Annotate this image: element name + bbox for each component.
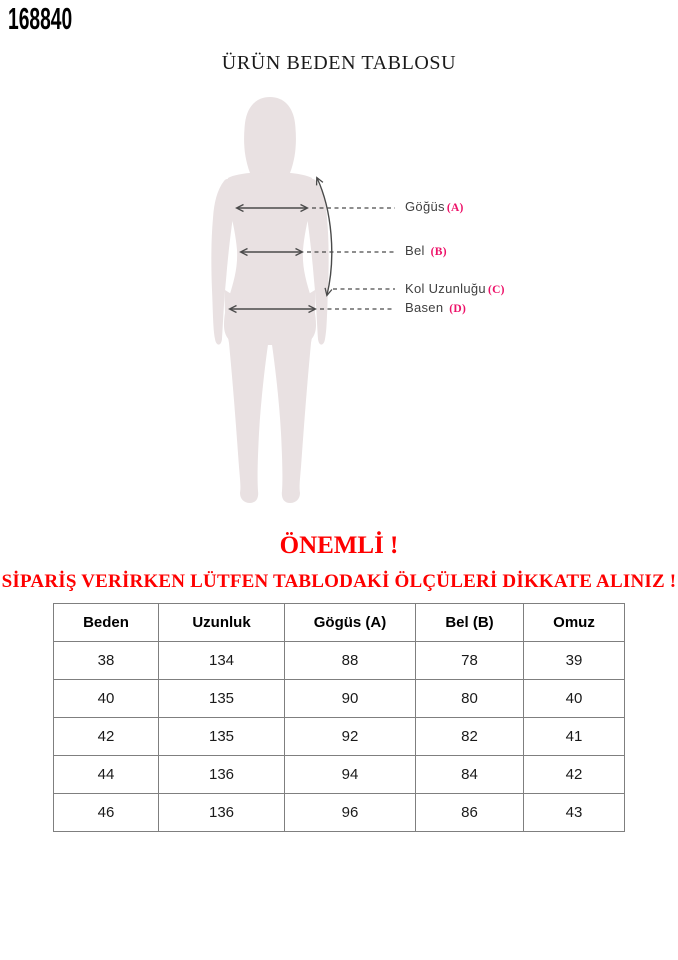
- table-cell: 135: [158, 717, 285, 756]
- col-header-gogus: Gögüs (A): [284, 603, 416, 642]
- table-cell: 90: [284, 679, 416, 718]
- table-cell: 88: [284, 641, 416, 680]
- measurement-label-text: Basen: [405, 300, 448, 315]
- size-table: Beden Uzunluk Gögüs (A) Bel (B) Omuz 38 …: [53, 603, 625, 832]
- table-row: 40 135 90 80 40: [53, 679, 625, 718]
- table-cell: 38: [53, 641, 159, 680]
- table-row: 38 134 88 78 39: [53, 641, 625, 680]
- body-silhouette-illustration: [211, 97, 395, 503]
- measurement-code-d: (D): [449, 303, 467, 315]
- table-row: 44 136 94 84 42: [53, 755, 625, 794]
- table-cell: 94: [284, 755, 416, 794]
- table-cell: 40: [53, 679, 159, 718]
- important-heading: ÖNEMLİ !: [279, 532, 399, 559]
- table-row: 46 136 96 86 43: [53, 793, 625, 832]
- table-row: 42 135 92 82 41: [53, 717, 625, 756]
- arm-length-measure-arrow: [315, 176, 333, 297]
- measurement-label-hip: Basen (D): [405, 300, 466, 316]
- size-table-header-row: Beden Uzunluk Gögüs (A) Bel (B) Omuz: [53, 603, 625, 642]
- table-cell: 42: [523, 755, 625, 794]
- table-cell: 40: [523, 679, 625, 718]
- order-warning-text: SİPARİŞ VERİRKEN LÜTFEN TABLODAKİ ÖLÇÜLE…: [1, 571, 677, 592]
- table-cell: 136: [158, 755, 285, 794]
- table-cell: 78: [415, 641, 524, 680]
- measurement-label-text: Göğüs: [405, 199, 445, 214]
- col-header-uzunluk: Uzunluk: [158, 603, 285, 642]
- measurement-label-text: Bel: [405, 243, 429, 258]
- table-cell: 42: [53, 717, 159, 756]
- measurement-code-c: (C): [487, 284, 505, 296]
- measurement-label-text: Kol Uzunluğu: [405, 281, 486, 296]
- table-cell: 41: [523, 717, 625, 756]
- table-cell: 135: [158, 679, 285, 718]
- table-cell: 92: [284, 717, 416, 756]
- product-code: 168840: [8, 1, 73, 36]
- table-cell: 86: [415, 793, 524, 832]
- measurement-diagram: Göğüs (A) Bel (B) Kol Uzunluğu (C) Basen (…: [0, 85, 678, 515]
- table-cell: 84: [415, 755, 524, 794]
- measurement-label-chest: Göğüs (A): [405, 199, 464, 215]
- table-cell: 82: [415, 717, 524, 756]
- female-body-silhouette: [211, 97, 329, 503]
- table-cell: 44: [53, 755, 159, 794]
- measurement-label-waist: Bel (B): [405, 243, 447, 259]
- measurement-code-b: (B): [430, 246, 447, 258]
- table-cell: 96: [284, 793, 416, 832]
- measurement-label-arm-length: Kol Uzunluğu (C): [405, 281, 505, 297]
- measurement-code-a: (A): [446, 202, 464, 214]
- col-header-omuz: Omuz: [523, 603, 625, 642]
- table-cell: 46: [53, 793, 159, 832]
- table-cell: 43: [523, 793, 625, 832]
- col-header-beden: Beden: [53, 603, 159, 642]
- table-cell: 136: [158, 793, 285, 832]
- page-title: ÜRÜN BEDEN TABLOSU: [221, 52, 457, 74]
- table-cell: 39: [523, 641, 625, 680]
- table-cell: 134: [158, 641, 285, 680]
- col-header-bel: Bel (B): [415, 603, 524, 642]
- table-cell: 80: [415, 679, 524, 718]
